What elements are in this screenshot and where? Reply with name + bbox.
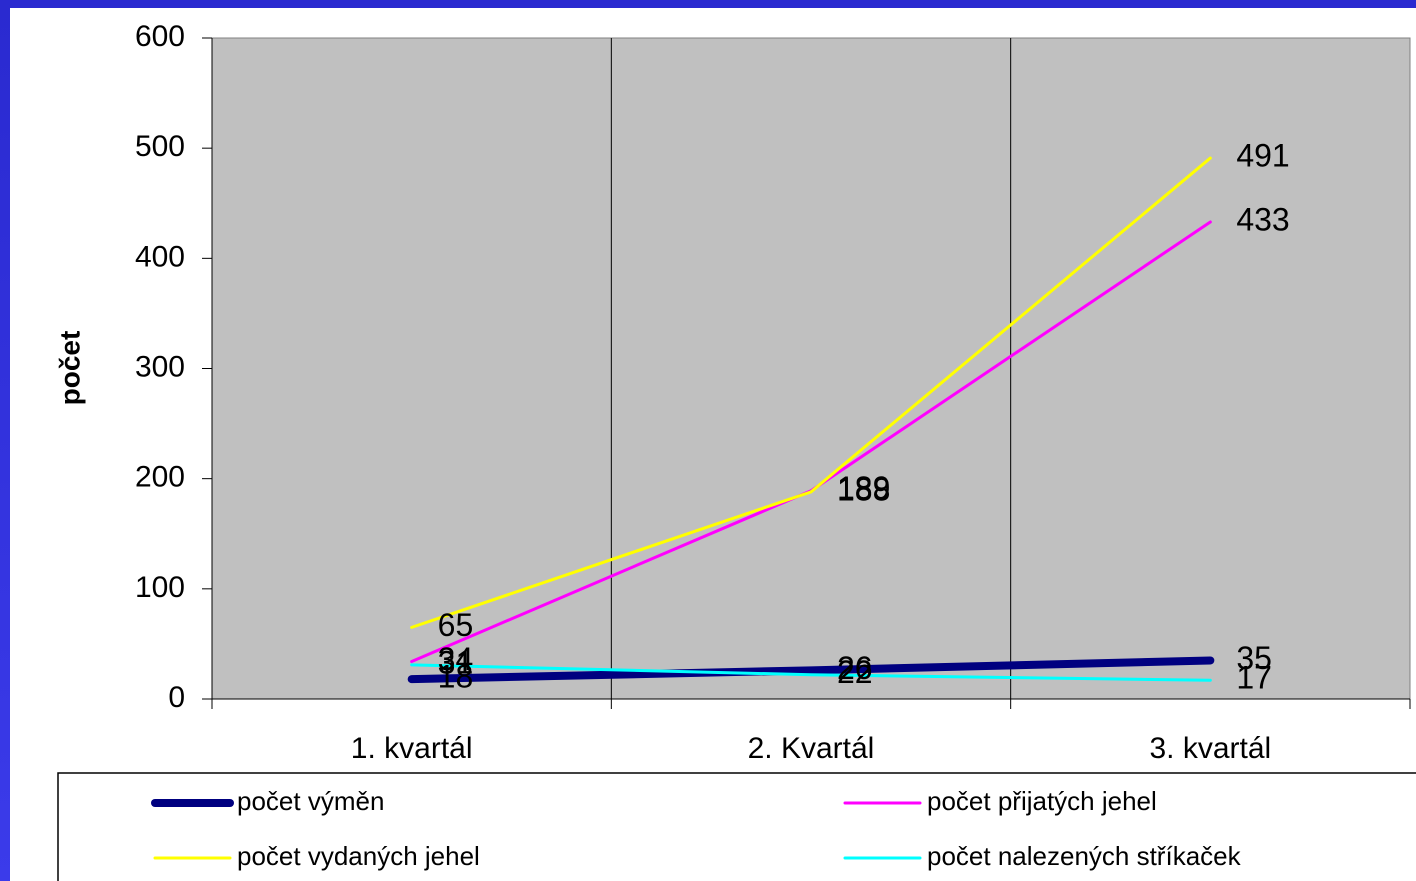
x-tick-label: 1. kvartál xyxy=(351,732,473,765)
data-label: 35 xyxy=(1236,640,1272,676)
y-tick-label: 200 xyxy=(135,461,185,494)
data-label: 65 xyxy=(438,607,474,643)
data-label: 189 xyxy=(837,470,890,506)
data-label: 188 xyxy=(837,471,890,507)
x-tick-label: 3. kvartál xyxy=(1149,732,1271,765)
y-axis-title: počet xyxy=(54,331,85,406)
series-line xyxy=(407,656,1215,684)
data-label: 34 xyxy=(438,641,474,677)
legend-label: počet přijatých jehel xyxy=(927,786,1157,816)
y-tick-label: 400 xyxy=(135,240,185,273)
data-label: 433 xyxy=(1236,201,1289,237)
data-label: 17 xyxy=(1236,660,1272,696)
plot-area xyxy=(211,37,1411,700)
series-line xyxy=(410,156,1212,629)
legend-label: počet nalezených stříkaček xyxy=(927,841,1242,871)
x-tick-label: 2. Kvartál xyxy=(748,732,875,765)
data-label: 491 xyxy=(1236,138,1289,174)
y-tick-label: 600 xyxy=(135,20,185,53)
y-tick-label: 100 xyxy=(135,571,185,604)
data-label: 18 xyxy=(438,659,474,695)
legend-label: počet výměn xyxy=(237,786,384,816)
data-label: 26 xyxy=(837,650,873,686)
legend-label: počet vydaných jehel xyxy=(237,841,480,871)
data-label: 31 xyxy=(438,644,474,680)
y-tick-label: 300 xyxy=(135,350,185,383)
y-tick-label: 500 xyxy=(135,130,185,163)
y-tick-label: 0 xyxy=(168,681,185,714)
data-label: 22 xyxy=(837,654,873,690)
series-line xyxy=(410,663,1212,682)
legend xyxy=(57,772,1416,881)
